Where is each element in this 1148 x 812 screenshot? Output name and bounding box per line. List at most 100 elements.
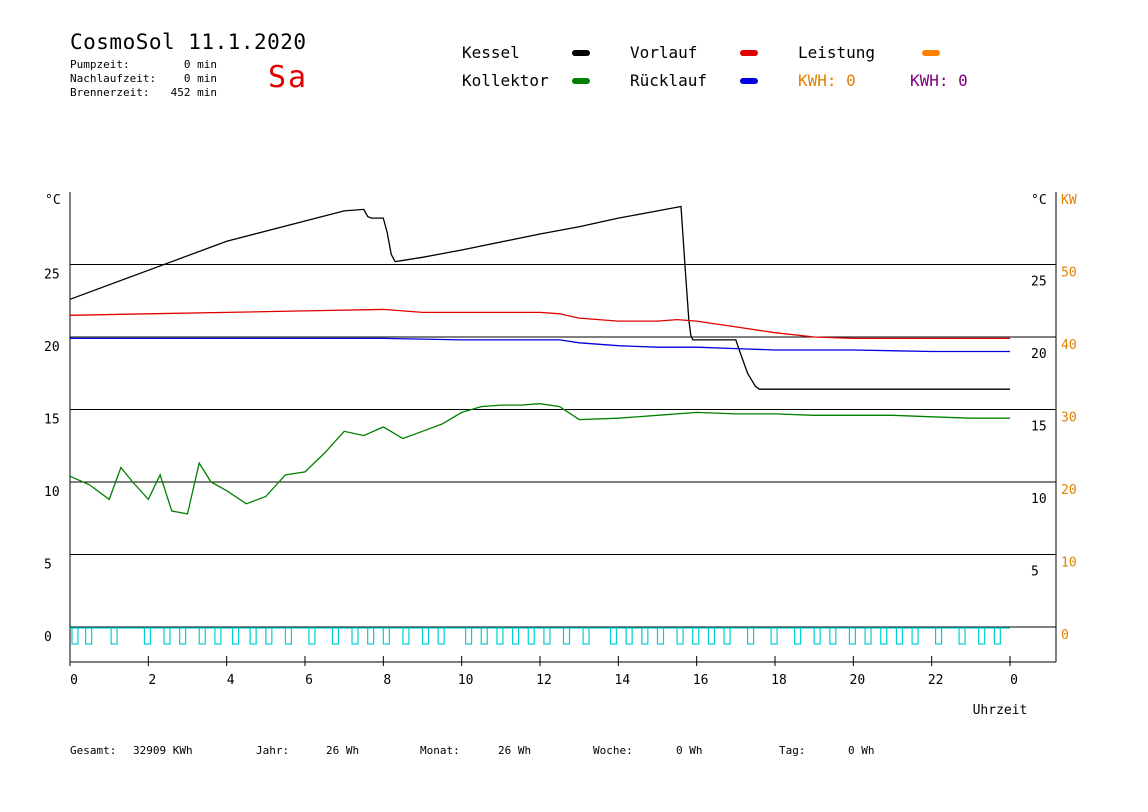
x-tick-label-12: 0 bbox=[1010, 673, 1018, 688]
footer-tag-value: 0 Wh bbox=[848, 744, 875, 757]
pump-pulse-37 bbox=[770, 627, 778, 645]
pump-pulse-43 bbox=[880, 627, 888, 645]
x-tick-label-8: 16 bbox=[693, 673, 709, 688]
x-tick-label-1: 2 bbox=[148, 673, 156, 688]
pump-pulse-3 bbox=[143, 627, 152, 645]
legend-kollektor: Kollektor bbox=[462, 71, 549, 90]
y-tick-left-5: 5 bbox=[44, 558, 52, 573]
pump-pulse-2 bbox=[110, 627, 118, 645]
pump-pulse-49 bbox=[993, 627, 1001, 645]
pumpzeit-value: 0 min bbox=[183, 58, 217, 71]
pump-pulse-30 bbox=[641, 627, 649, 645]
pump-pulse-15 bbox=[367, 627, 375, 645]
y-tick-kw-40: 40 bbox=[1061, 338, 1077, 353]
series-kollektor bbox=[69, 403, 1010, 515]
pump-pulse-8 bbox=[231, 627, 240, 645]
pump-pulse-16 bbox=[382, 627, 390, 645]
x-axis-label: Uhrzeit bbox=[973, 703, 1028, 718]
y-tick-kw-20: 20 bbox=[1061, 483, 1077, 498]
pump-pulse-41 bbox=[848, 627, 857, 645]
legend-vorlauf: Vorlauf bbox=[630, 43, 698, 62]
nachlaufzeit-value: 0 min bbox=[183, 72, 217, 85]
chart-title: CosmoSol 11.1.2020 bbox=[70, 30, 307, 54]
footer-monat-label: Monat: bbox=[420, 744, 460, 757]
series-ruecklauf bbox=[70, 337, 1010, 353]
pump-pulse-12 bbox=[308, 627, 316, 645]
pump-pulse-27 bbox=[582, 627, 590, 645]
y-tick-left-15: 15 bbox=[44, 413, 60, 428]
brennerzeit-value: 452 min bbox=[170, 86, 217, 99]
pump-pulse-25 bbox=[543, 627, 551, 645]
footer-gesamt-value: 32909 KWh bbox=[133, 744, 193, 757]
pump-pulse-24 bbox=[527, 627, 535, 645]
legend-ruecklauf-swatch bbox=[740, 78, 758, 84]
x-tick-label-4: 8 bbox=[383, 673, 391, 688]
pump-pulse-9 bbox=[249, 627, 257, 645]
y-unit-left: °C bbox=[45, 193, 61, 208]
legend-leistung: Leistung bbox=[798, 43, 876, 62]
pump-pulse-0 bbox=[71, 627, 79, 645]
pump-pulse-40 bbox=[829, 627, 837, 645]
pump-pulse-47 bbox=[958, 627, 966, 645]
pump-pulse-45 bbox=[911, 627, 919, 645]
x-tick-label-9: 18 bbox=[771, 673, 787, 688]
pump-pulse-34 bbox=[707, 627, 716, 645]
y-tick-right-5: 5 bbox=[1031, 565, 1039, 580]
pump-pulse-23 bbox=[511, 627, 520, 645]
pump-pulse-4 bbox=[163, 627, 171, 645]
pump-pulse-28 bbox=[609, 627, 618, 645]
y-unit-right: °C bbox=[1031, 193, 1047, 208]
pumpzeit-label: Pumpzeit: bbox=[70, 58, 130, 71]
x-tick-label-7: 14 bbox=[615, 673, 631, 688]
y-tick-left-20: 20 bbox=[44, 340, 60, 355]
y-tick-left-25: 25 bbox=[44, 268, 60, 283]
x-tick-label-11: 22 bbox=[928, 673, 944, 688]
pump-pulse-35 bbox=[723, 627, 731, 645]
x-tick-label-5: 10 bbox=[458, 673, 474, 688]
series-vorlauf bbox=[69, 308, 1010, 340]
pump-pulse-26 bbox=[562, 627, 571, 645]
x-tick-label-2: 4 bbox=[227, 673, 235, 688]
footer-woche-label: Woche: bbox=[593, 744, 633, 757]
legend-kessel-swatch bbox=[572, 50, 590, 56]
y-unit-kw: KW bbox=[1061, 193, 1077, 208]
footer-gesamt-label: Gesamt: bbox=[70, 744, 117, 757]
footer-woche-value: 0 Wh bbox=[676, 744, 703, 757]
pump-pulse-44 bbox=[895, 627, 904, 645]
y-tick-kw-10: 10 bbox=[1061, 556, 1077, 571]
brennerzeit-label: Brennerzeit: bbox=[70, 86, 150, 99]
legend-leistung-swatch bbox=[922, 50, 940, 56]
pump-pulse-5 bbox=[179, 627, 187, 645]
pump-pulse-19 bbox=[437, 627, 445, 645]
pump-pulse-39 bbox=[813, 627, 821, 645]
x-tick-label-0: 0 bbox=[70, 673, 78, 688]
legend-kessel: Kessel bbox=[462, 43, 520, 62]
nachlaufzeit-label: Nachlaufzeit: bbox=[70, 72, 157, 85]
pump-pulse-33 bbox=[692, 627, 700, 645]
x-tick-label-6: 12 bbox=[536, 673, 552, 688]
pump-pulse-31 bbox=[656, 627, 665, 645]
footer-jahr-value: 26 Wh bbox=[326, 744, 360, 757]
legend-kwh-orange: KWH: 0 bbox=[798, 71, 856, 90]
pump-pulse-48 bbox=[978, 627, 986, 645]
legend-kollektor-swatch bbox=[572, 78, 590, 84]
y-tick-right-20: 20 bbox=[1031, 347, 1047, 362]
y-tick-left-10: 10 bbox=[44, 485, 60, 500]
pump-pulse-36 bbox=[746, 627, 755, 645]
footer-tag-label: Tag: bbox=[779, 744, 806, 757]
footer-jahr-label: Jahr: bbox=[256, 744, 290, 757]
pump-pulse-10 bbox=[265, 627, 273, 645]
pump-pulse-38 bbox=[793, 627, 802, 645]
pump-pulse-1 bbox=[85, 627, 93, 645]
pump-pulse-6 bbox=[198, 627, 206, 645]
pump-pulse-32 bbox=[676, 627, 684, 645]
legend-vorlauf-swatch bbox=[740, 50, 758, 56]
pump-pulse-42 bbox=[864, 627, 872, 645]
weekday-label: Sa bbox=[268, 60, 309, 95]
series-kessel bbox=[69, 205, 1010, 390]
y-tick-kw-30: 30 bbox=[1061, 411, 1077, 426]
y-tick-right-25: 25 bbox=[1031, 275, 1047, 290]
legend-kwh-purple: KWH: 0 bbox=[910, 71, 968, 90]
pump-pulse-46 bbox=[934, 627, 943, 645]
